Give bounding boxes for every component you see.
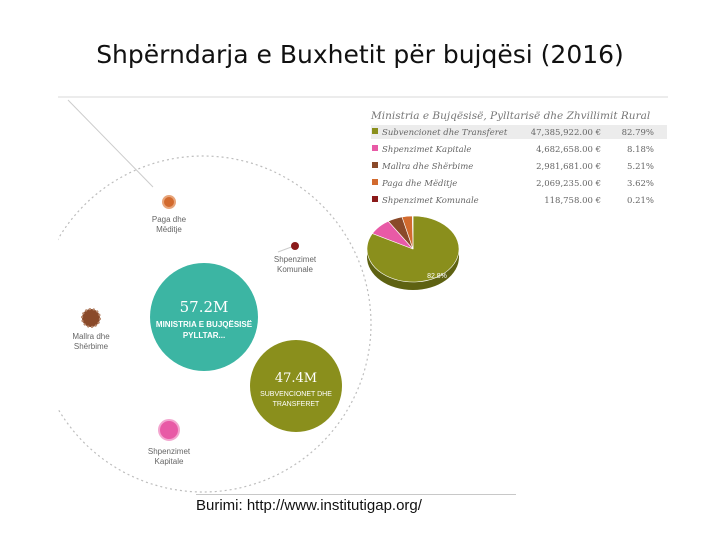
- legend-name: Mallra dhe Shërbime: [381, 162, 473, 172]
- budget-infographic: 57.2M MINISTRIA E BUJQËSISË PYLLTAR... 4…: [58, 96, 668, 493]
- satellite-mallra-label-2: Shërbime: [74, 342, 109, 351]
- satellite-komunale-label-1: Shpenzimet: [274, 255, 317, 264]
- legend-percent: 5.21%: [627, 162, 654, 172]
- slide-title: Shpërndarja e Buxhetit për bujqësi (2016…: [96, 40, 624, 69]
- orbit-ring: [58, 155, 372, 493]
- legend-percent: 8.18%: [627, 145, 654, 155]
- legend-amount: 47,385,922.00 €: [531, 128, 601, 138]
- satellite-komunale-label-2: Komunale: [277, 265, 314, 274]
- legend-row-highlight: [371, 125, 667, 139]
- legend-amount: 4,682,658.00 €: [536, 145, 601, 155]
- center-bubble-label-1: MINISTRIA E BUJQËSISË: [156, 320, 253, 329]
- pie-chart: [366, 215, 460, 290]
- satellite-komunale: Shpenzimet Komunale: [274, 242, 317, 274]
- legend-swatch: [372, 145, 378, 151]
- satellite-mallra-dot: [81, 308, 101, 328]
- satellite-paga-dot: [162, 195, 176, 209]
- highlight-bubble-label-1: SUBVENCIONET DHE: [260, 391, 332, 398]
- satellite-mallra-label-1: Mallra dhe: [72, 332, 110, 341]
- pie-slice-label: 82.8%: [427, 273, 447, 280]
- center-bubble: [150, 263, 258, 371]
- satellite-paga-label-1: Paga dhe: [152, 215, 187, 224]
- legend-percent: 82.79%: [622, 128, 654, 138]
- satellite-kapitale-label-2: Kapitale: [155, 457, 184, 466]
- legend-amount: 118,758.00 €: [544, 196, 601, 206]
- satellite-komunale-dot: [291, 242, 299, 250]
- satellite-kapitale-dot: [158, 419, 180, 441]
- legend-swatch: [372, 128, 378, 134]
- pie-title: Ministria e Bujqësisë, Pylltarisë dhe Zh…: [370, 110, 650, 122]
- satellite-paga: Paga dhe Mëditje: [152, 195, 187, 234]
- legend-name: Subvencionet dhe Transferet: [382, 128, 508, 138]
- source-note: Burimi: http://www.institutigap.org/: [196, 497, 422, 514]
- footer-line: [196, 494, 516, 495]
- legend-swatch: [372, 196, 378, 202]
- legend-name: Paga dhe Mëditje: [381, 179, 457, 189]
- legend-amount: 2,981,681.00 €: [536, 162, 601, 172]
- center-bubble-value: 57.2M: [180, 298, 229, 316]
- highlight-bubble: [250, 340, 342, 432]
- legend-percent: 3.62%: [627, 179, 654, 189]
- connector-line: [67, 99, 154, 188]
- pie-legend: Subvencionet dhe Transferet 47,385,922.00…: [371, 125, 667, 206]
- legend-percent: 0.21%: [627, 196, 654, 206]
- highlight-bubble-label-2: TRANSFERET: [273, 401, 320, 408]
- legend-name: Shpenzimet Kapitale: [382, 145, 471, 155]
- satellite-kapitale-label-1: Shpenzimet: [148, 447, 191, 456]
- center-bubble-label-2: PYLLTAR...: [183, 331, 225, 340]
- satellite-paga-label-2: Mëditje: [156, 225, 182, 234]
- legend-name: Shpenzimet Komunale: [382, 196, 479, 206]
- pie-slice: [412, 215, 414, 250]
- legend-swatch: [372, 179, 378, 185]
- satellite-mallra: Mallra dhe Shërbime: [72, 308, 110, 351]
- highlight-bubble-value: 47.4M: [275, 371, 317, 386]
- satellite-kapitale: Shpenzimet Kapitale: [148, 419, 191, 466]
- legend-amount: 2,069,235.00 €: [536, 179, 601, 189]
- legend-swatch: [372, 162, 378, 168]
